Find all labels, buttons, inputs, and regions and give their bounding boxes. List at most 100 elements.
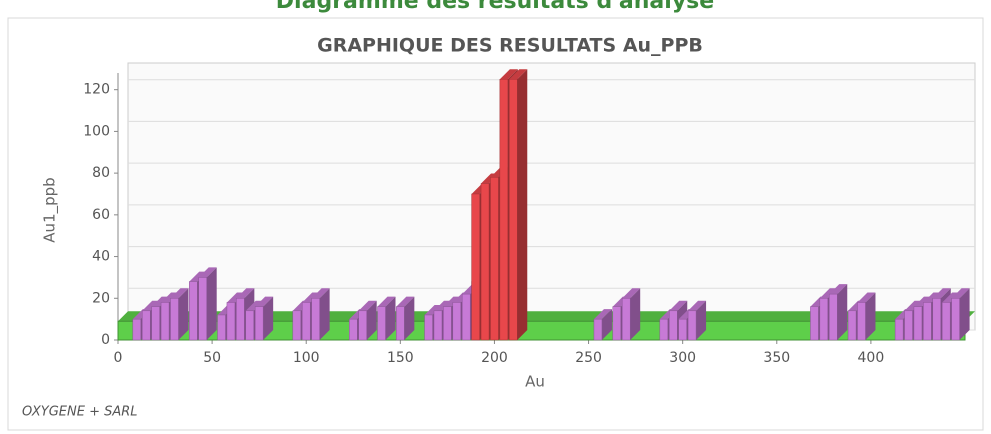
- bar: [349, 318, 358, 341]
- bar: [217, 314, 226, 341]
- bar: [480, 183, 490, 341]
- y-tick-label: 80: [92, 165, 110, 181]
- bar: [254, 306, 264, 341]
- bar: [132, 318, 142, 341]
- bar-top: [593, 309, 612, 320]
- bar-side: [865, 292, 876, 340]
- bar-top: [236, 288, 255, 299]
- bar-top: [688, 300, 707, 311]
- bar: [687, 310, 697, 341]
- y-tick-label: 120: [83, 82, 110, 98]
- bar: [292, 310, 302, 341]
- bar-top: [396, 296, 415, 307]
- area-top: [118, 311, 975, 322]
- bar: [189, 281, 198, 341]
- bar: [490, 177, 499, 341]
- x-tick-label: 200: [481, 350, 508, 366]
- bar-top: [198, 267, 217, 278]
- bar: [894, 318, 904, 341]
- bar: [443, 306, 452, 341]
- bar-top: [669, 300, 688, 311]
- bar: [396, 306, 405, 341]
- x-tick-label: 50: [203, 350, 221, 366]
- x-tick-label: 100: [293, 350, 320, 366]
- bar: [377, 306, 386, 341]
- y-tick-label: 40: [92, 249, 110, 265]
- bar-side: [517, 69, 528, 340]
- bar: [923, 302, 932, 341]
- bar-side: [385, 296, 396, 340]
- footer: OXYGENE + SARL: [22, 405, 138, 420]
- bar: [659, 318, 669, 341]
- bar: [857, 302, 866, 341]
- bar: [913, 306, 923, 341]
- bar: [433, 310, 443, 341]
- bar: [358, 310, 367, 341]
- bar-top: [311, 288, 330, 299]
- bar-side: [404, 296, 415, 340]
- bar-top: [377, 296, 396, 307]
- bar: [499, 79, 509, 341]
- bar: [311, 298, 320, 341]
- bar: [951, 298, 960, 341]
- x-tick-label: 0: [114, 350, 123, 366]
- bar-side: [837, 284, 848, 340]
- bar-side: [959, 288, 970, 340]
- bar-top: [499, 69, 518, 80]
- y-tick-label: 60: [92, 207, 110, 223]
- bar-side: [366, 300, 377, 340]
- bar: [678, 318, 687, 341]
- bar: [509, 79, 518, 341]
- bar-top: [829, 284, 848, 295]
- bar-side: [206, 267, 217, 340]
- bar: [904, 310, 913, 341]
- bar: [612, 306, 622, 341]
- bar: [301, 302, 311, 341]
- bar: [452, 302, 462, 341]
- x-tick-label: 300: [669, 350, 696, 366]
- bar: [245, 310, 255, 341]
- y-tick-label: 100: [83, 123, 110, 139]
- bar: [170, 298, 179, 341]
- bar: [941, 302, 951, 341]
- x-tick-label: 150: [387, 350, 414, 366]
- bar-side: [696, 300, 707, 340]
- bar: [471, 193, 480, 341]
- bar-side: [601, 309, 612, 340]
- y-axis-label: Au1_ppb: [41, 177, 60, 242]
- bar-top: [857, 292, 876, 303]
- bar: [593, 318, 603, 341]
- bar: [621, 298, 631, 341]
- bar: [847, 310, 857, 341]
- bar-side: [630, 288, 641, 340]
- bar: [810, 306, 819, 341]
- x-tick-label: 400: [858, 350, 885, 366]
- chart-title: GRAPHIQUE DES RESULTATS Au_PPB: [317, 35, 703, 57]
- bar-side: [263, 296, 274, 340]
- bar: [226, 302, 236, 341]
- page-title: Diagramme des résultats d'analyse: [276, 0, 714, 14]
- bar: [236, 298, 245, 341]
- x-axis-label: Au: [525, 373, 545, 391]
- bar-top: [358, 300, 377, 311]
- bar: [461, 293, 471, 341]
- x-tick-label: 250: [575, 350, 602, 366]
- x-tick-label: 350: [763, 350, 790, 366]
- bar: [932, 298, 942, 341]
- bar-side: [319, 288, 330, 340]
- bar: [151, 306, 160, 341]
- bar-side: [178, 288, 189, 340]
- bar: [141, 310, 151, 341]
- bar: [424, 314, 433, 341]
- bar: [819, 298, 829, 341]
- bar-top: [622, 288, 641, 299]
- bar: [669, 310, 678, 341]
- bar-top: [255, 296, 274, 307]
- bar-top: [509, 69, 528, 80]
- bar-top: [951, 288, 970, 299]
- y-tick-label: 20: [92, 290, 110, 306]
- bar-top: [932, 288, 951, 299]
- y-tick-label: 0: [101, 332, 110, 348]
